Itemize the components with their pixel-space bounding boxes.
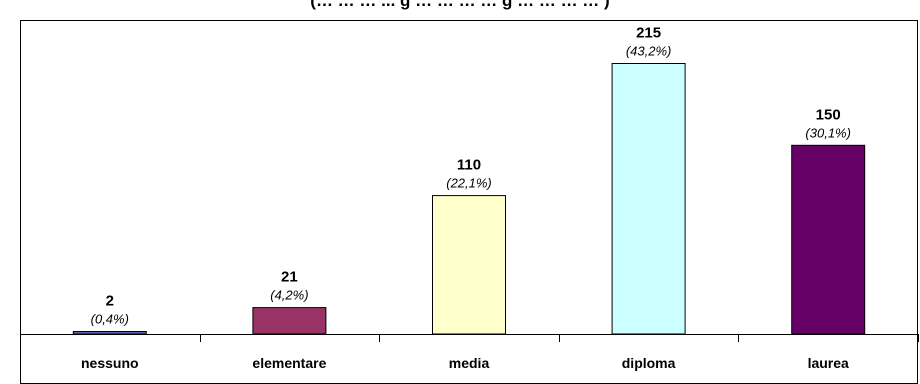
value-label: 215 bbox=[636, 25, 661, 42]
category-label-nessuno: nessuno bbox=[81, 355, 139, 371]
bar-nessuno bbox=[72, 331, 147, 335]
value-label: 2 bbox=[106, 293, 114, 310]
bar-laurea bbox=[791, 144, 866, 335]
bar-media bbox=[432, 195, 506, 335]
value-label: 150 bbox=[816, 106, 841, 123]
category-label-diploma: diploma bbox=[622, 355, 676, 371]
chart-title: (… … … ... g … … … … g … … … … ) bbox=[310, 0, 610, 10]
percent-label: (22,1%) bbox=[446, 176, 492, 191]
value-label: 110 bbox=[457, 157, 481, 174]
category-label-elementare: elementare bbox=[252, 355, 326, 371]
bar-elementare bbox=[252, 307, 327, 335]
percent-label: (43,2%) bbox=[626, 44, 672, 59]
percent-label: (0,4%) bbox=[91, 312, 129, 327]
bar-diploma bbox=[611, 63, 686, 335]
category-label-media: media bbox=[449, 355, 490, 371]
category-label-laurea: laurea bbox=[808, 355, 849, 371]
percent-label: (4,2%) bbox=[270, 288, 308, 303]
value-label: 21 bbox=[281, 269, 298, 286]
percent-label: (30,1%) bbox=[805, 125, 851, 140]
